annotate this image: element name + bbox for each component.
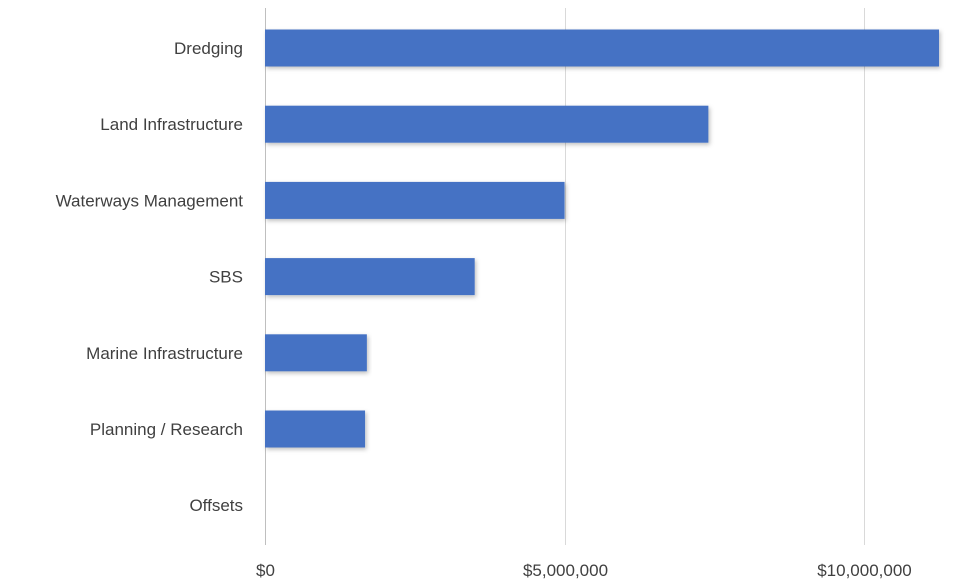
- category-axis: Dredging Land Infrastructure Waterways Man…: [56, 39, 244, 515]
- bar-sbs: [265, 258, 475, 296]
- category-label: Offsets: [189, 496, 243, 515]
- category-label: SBS: [209, 268, 243, 287]
- value-axis: $0 $5,000,000 $10,000,000: [256, 561, 912, 580]
- category-label: Planning / Research: [90, 420, 243, 439]
- category-label: Waterways Management: [56, 191, 244, 210]
- bars: [265, 29, 940, 448]
- category-label: Dredging: [174, 39, 243, 58]
- x-tick-label: $0: [256, 561, 275, 580]
- category-label: Land Infrastructure: [100, 115, 243, 134]
- bar-marine-infrastructure: [265, 334, 367, 372]
- category-label: Marine Infrastructure: [86, 344, 243, 363]
- bar-dredging: [265, 29, 940, 67]
- bar-waterways-management: [265, 181, 565, 219]
- x-tick-label: $5,000,000: [523, 561, 608, 580]
- x-tick-label: $10,000,000: [817, 561, 912, 580]
- bar-land-infrastructure: [265, 105, 709, 143]
- bar-planning-research: [265, 410, 366, 448]
